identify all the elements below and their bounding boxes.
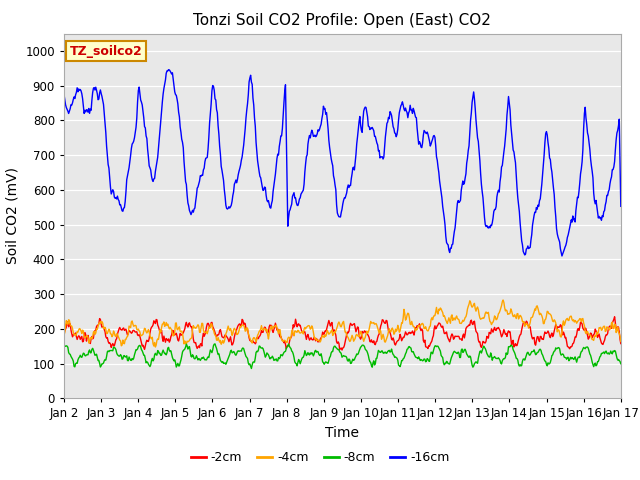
Title: Tonzi Soil CO2 Profile: Open (East) CO2: Tonzi Soil CO2 Profile: Open (East) CO2 <box>193 13 492 28</box>
Text: TZ_soilco2: TZ_soilco2 <box>70 45 142 58</box>
X-axis label: Time: Time <box>325 426 360 440</box>
Y-axis label: Soil CO2 (mV): Soil CO2 (mV) <box>6 168 20 264</box>
Legend: -2cm, -4cm, -8cm, -16cm: -2cm, -4cm, -8cm, -16cm <box>186 446 454 469</box>
